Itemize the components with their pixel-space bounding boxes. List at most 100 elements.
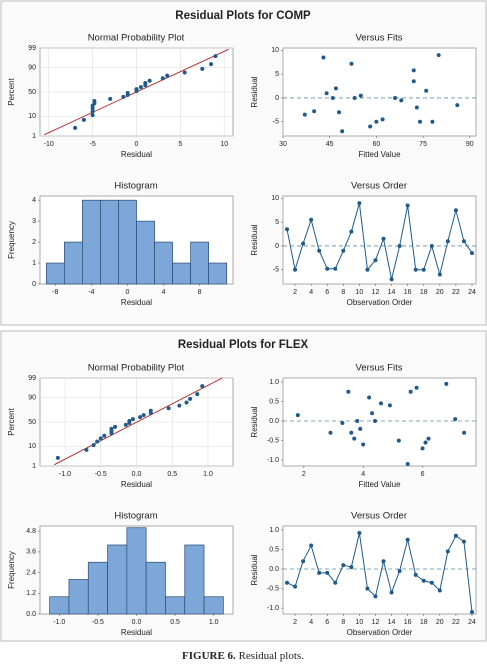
data-point [138,85,143,90]
data-point [380,117,385,122]
data-point [358,93,363,98]
x-tick-label: 30 [279,141,287,148]
caption-text: Residual plots. [239,650,305,662]
data-point [90,109,95,114]
data-point [358,426,363,431]
data-point [405,203,410,208]
data-point [387,403,392,408]
data-point [429,243,434,248]
data-point [426,436,431,441]
data-point [141,413,146,418]
data-point [200,384,205,389]
y-tick-label: 0 [275,95,279,102]
series-line [286,202,473,280]
data-point [352,95,357,100]
x-tick-label: 8 [341,619,345,626]
data-point [147,78,152,83]
data-point [444,381,449,386]
x-tick-label: 10 [355,289,363,296]
x-tick-label: 1.0 [203,471,213,478]
x-tick-label: 20 [436,289,444,296]
data-point [365,267,370,272]
x-tick-label: 4 [361,471,365,478]
y-tick-label: 5 [275,219,279,226]
data-point [381,236,386,241]
data-point [430,119,435,124]
x-tick-label: 16 [404,619,412,626]
data-point [408,389,413,394]
data-point [295,413,300,418]
data-point [349,565,354,570]
y-tick-label: 0.0 [269,566,279,573]
data-point [445,239,450,244]
data-point [102,433,107,438]
data-point [98,436,103,441]
x-axis-label: Fitted Value [358,480,401,489]
x-tick-label: 8 [198,289,202,296]
data-point [165,73,170,78]
y-tick-label: 10 [271,47,279,54]
x-tick-label: 22 [452,619,460,626]
x-tick-label: -1.0 [53,619,65,626]
data-point [309,217,314,222]
x-tick-label: 6 [325,619,329,626]
data-point [113,424,118,429]
subplot-title: Histogram [114,511,157,522]
x-tick-label: 24 [468,289,476,296]
y-tick-label: 0.0 [26,611,36,618]
subplot-title: Histogram [114,181,157,192]
data-point [73,125,78,130]
data-point [455,103,460,108]
y-tick-label: 1.0 [269,527,279,534]
data-point [325,266,330,271]
plot-area [282,47,477,137]
subplot-title: Versus Order [351,511,407,522]
x-tick-label: 0 [135,141,139,148]
data-point [302,112,307,117]
histogram-bar [154,241,173,285]
data-point [462,430,467,435]
x-tick-label: -1.0 [59,471,71,478]
subplot-title: Versus Fits [356,33,403,44]
histogram-bar [184,544,205,615]
x-axis-label: Fitted Value [358,150,401,159]
x-tick-label: 8 [341,289,345,296]
data-point [429,580,434,585]
data-point [405,462,410,467]
data-point [352,436,357,441]
data-point [55,455,60,460]
y-tick-label: 0 [275,243,279,250]
data-point [453,417,458,422]
y-axis-label: Residual [250,224,259,255]
data-point [411,79,416,84]
x-tick-label: -5 [90,141,96,148]
data-point [333,580,338,585]
data-point [109,426,114,431]
histogram-bar [45,262,65,285]
data-point [317,570,322,575]
data-point [420,446,425,451]
data-point [321,55,326,60]
y-tick-label: 99 [28,375,36,382]
y-axis-label: Frequency [7,221,16,259]
data-point [121,94,126,99]
data-point [469,610,474,615]
histogram-bar [172,262,191,285]
y-tick-label: 4.8 [26,528,36,535]
y-axis-label: Residual [250,76,259,107]
data-point [437,588,442,593]
data-point [349,430,354,435]
y-tick-label: 1 [32,463,36,470]
data-point [127,419,132,424]
x-axis-label: Residual [121,628,152,637]
histogram-bar [165,596,186,615]
y-tick-label: 0.5 [269,546,279,553]
data-point [461,539,466,544]
data-point [453,208,458,213]
x-tick-label: 18 [420,619,428,626]
y-axis-label: Residual [250,406,259,437]
subplot-title: Versus Fits [356,363,403,374]
x-tick-label: 5 [178,141,182,148]
x-tick-label: 2 [302,471,306,478]
